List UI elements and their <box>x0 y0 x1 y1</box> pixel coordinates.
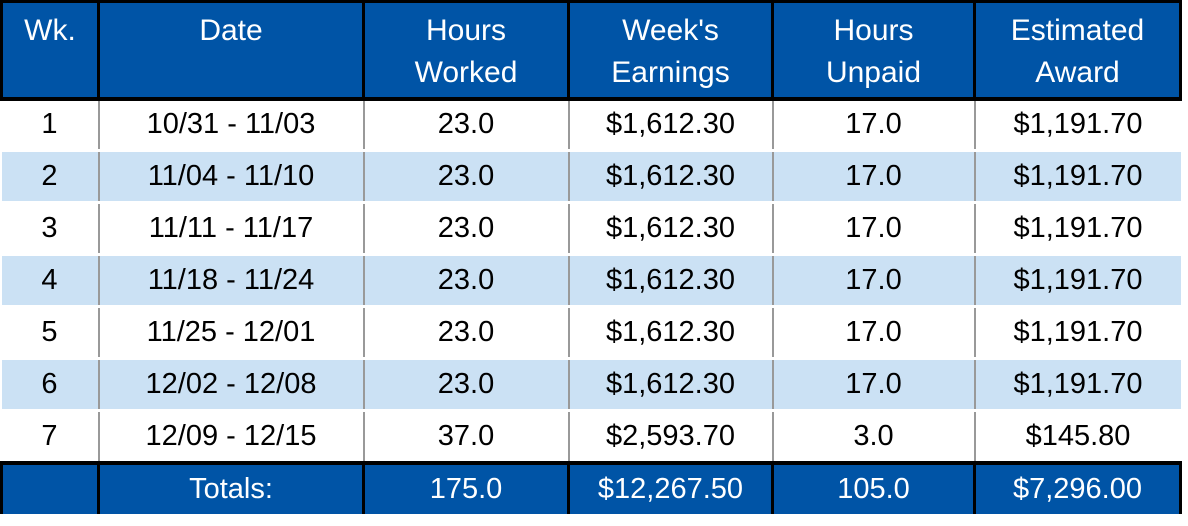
cell-date: 12/09 - 12/15 <box>97 409 364 463</box>
cell-wk: 3 <box>1 201 99 255</box>
cell-hours-worked: 23.0 <box>362 149 569 203</box>
table-row: 4 11/18 - 11/24 23.0 $1,612.30 17.0 $1,191.70 <box>1 253 1181 307</box>
cell-weeks-earnings: $1,612.30 <box>567 201 773 255</box>
cell-date: 11/11 - 11/17 <box>97 201 364 255</box>
table-row: 6 12/02 - 12/08 23.0 $1,612.30 17.0 $1,191.70 <box>1 357 1181 411</box>
cell-estimated-award: $1,191.70 <box>973 357 1181 411</box>
cell-hours-worked: 37.0 <box>362 409 569 463</box>
table-row: 1 10/31 - 11/03 23.0 $1,612.30 17.0 $1,191.70 <box>1 98 1181 151</box>
table-row: 3 11/11 - 11/17 23.0 $1,612.30 17.0 $1,191.70 <box>1 201 1181 255</box>
cell-wk: 6 <box>1 357 99 411</box>
totals-empty-cell <box>0 460 100 514</box>
cell-estimated-award: $1,191.70 <box>973 149 1181 203</box>
cell-hours-unpaid: 17.0 <box>771 357 975 411</box>
header-row: Wk. Date Hours Worked Week's Earnings Ho… <box>0 0 1182 101</box>
table-body: 1 10/31 - 11/03 23.0 $1,612.30 17.0 $1,191.70… <box>1 98 1181 463</box>
header-cell-estimated-award: Estimated Award <box>973 0 1182 101</box>
header-cell-hours-worked: Hours Worked <box>362 0 570 101</box>
cell-weeks-earnings: $1,612.30 <box>567 357 773 411</box>
cell-wk: 5 <box>1 305 99 359</box>
totals-estimated-award: $7,296.00 <box>973 460 1182 514</box>
wage-claim-table: Wk. Date Hours Worked Week's Earnings Ho… <box>0 0 1182 514</box>
header-cell-weeks-earnings: Week's Earnings <box>567 0 774 101</box>
cell-hours-unpaid: 17.0 <box>771 98 975 151</box>
cell-wk: 4 <box>1 253 99 307</box>
cell-hours-unpaid: 17.0 <box>771 305 975 359</box>
totals-hours-unpaid: 105.0 <box>771 460 976 514</box>
cell-weeks-earnings: $1,612.30 <box>567 305 773 359</box>
cell-estimated-award: $1,191.70 <box>973 201 1181 255</box>
cell-weeks-earnings: $1,612.30 <box>567 149 773 203</box>
totals-weeks-earnings: $12,267.50 <box>567 460 774 514</box>
cell-date: 10/31 - 11/03 <box>97 98 364 151</box>
cell-weeks-earnings: $2,593.70 <box>567 409 773 463</box>
header-cell-hours-unpaid: Hours Unpaid <box>771 0 976 101</box>
cell-hours-unpaid: 17.0 <box>771 149 975 203</box>
cell-weeks-earnings: $1,612.30 <box>567 98 773 151</box>
totals-hours-worked: 175.0 <box>362 460 570 514</box>
table-header: Wk. Date Hours Worked Week's Earnings Ho… <box>0 0 1182 101</box>
totals-label: Totals: <box>97 460 365 514</box>
cell-hours-worked: 23.0 <box>362 305 569 359</box>
cell-estimated-award: $1,191.70 <box>973 253 1181 307</box>
cell-wk: 1 <box>1 98 99 151</box>
header-cell-date: Date <box>97 0 365 101</box>
table-row: 5 11/25 - 12/01 23.0 $1,612.30 17.0 $1,191.70 <box>1 305 1181 359</box>
cell-date: 11/25 - 12/01 <box>97 305 364 359</box>
cell-weeks-earnings: $1,612.30 <box>567 253 773 307</box>
cell-hours-unpaid: 3.0 <box>771 409 975 463</box>
cell-wk: 7 <box>1 409 99 463</box>
cell-date: 11/04 - 11/10 <box>97 149 364 203</box>
table-row: 7 12/09 - 12/15 37.0 $2,593.70 3.0 $145.80 <box>1 409 1181 463</box>
cell-estimated-award: $1,191.70 <box>973 305 1181 359</box>
cell-hours-unpaid: 17.0 <box>771 253 975 307</box>
table-row: 2 11/04 - 11/10 23.0 $1,612.30 17.0 $1,191.70 <box>1 149 1181 203</box>
cell-hours-worked: 23.0 <box>362 98 569 151</box>
table-footer: Totals: 175.0 $12,267.50 105.0 $7,296.00 <box>0 460 1182 514</box>
cell-hours-worked: 23.0 <box>362 253 569 307</box>
cell-hours-worked: 23.0 <box>362 201 569 255</box>
header-cell-wk: Wk. <box>0 0 100 101</box>
cell-hours-worked: 23.0 <box>362 357 569 411</box>
cell-date: 11/18 - 11/24 <box>97 253 364 307</box>
cell-hours-unpaid: 17.0 <box>771 201 975 255</box>
cell-estimated-award: $1,191.70 <box>973 98 1181 151</box>
cell-estimated-award: $145.80 <box>973 409 1181 463</box>
totals-row: Totals: 175.0 $12,267.50 105.0 $7,296.00 <box>0 460 1182 514</box>
cell-wk: 2 <box>1 149 99 203</box>
cell-date: 12/02 - 12/08 <box>97 357 364 411</box>
